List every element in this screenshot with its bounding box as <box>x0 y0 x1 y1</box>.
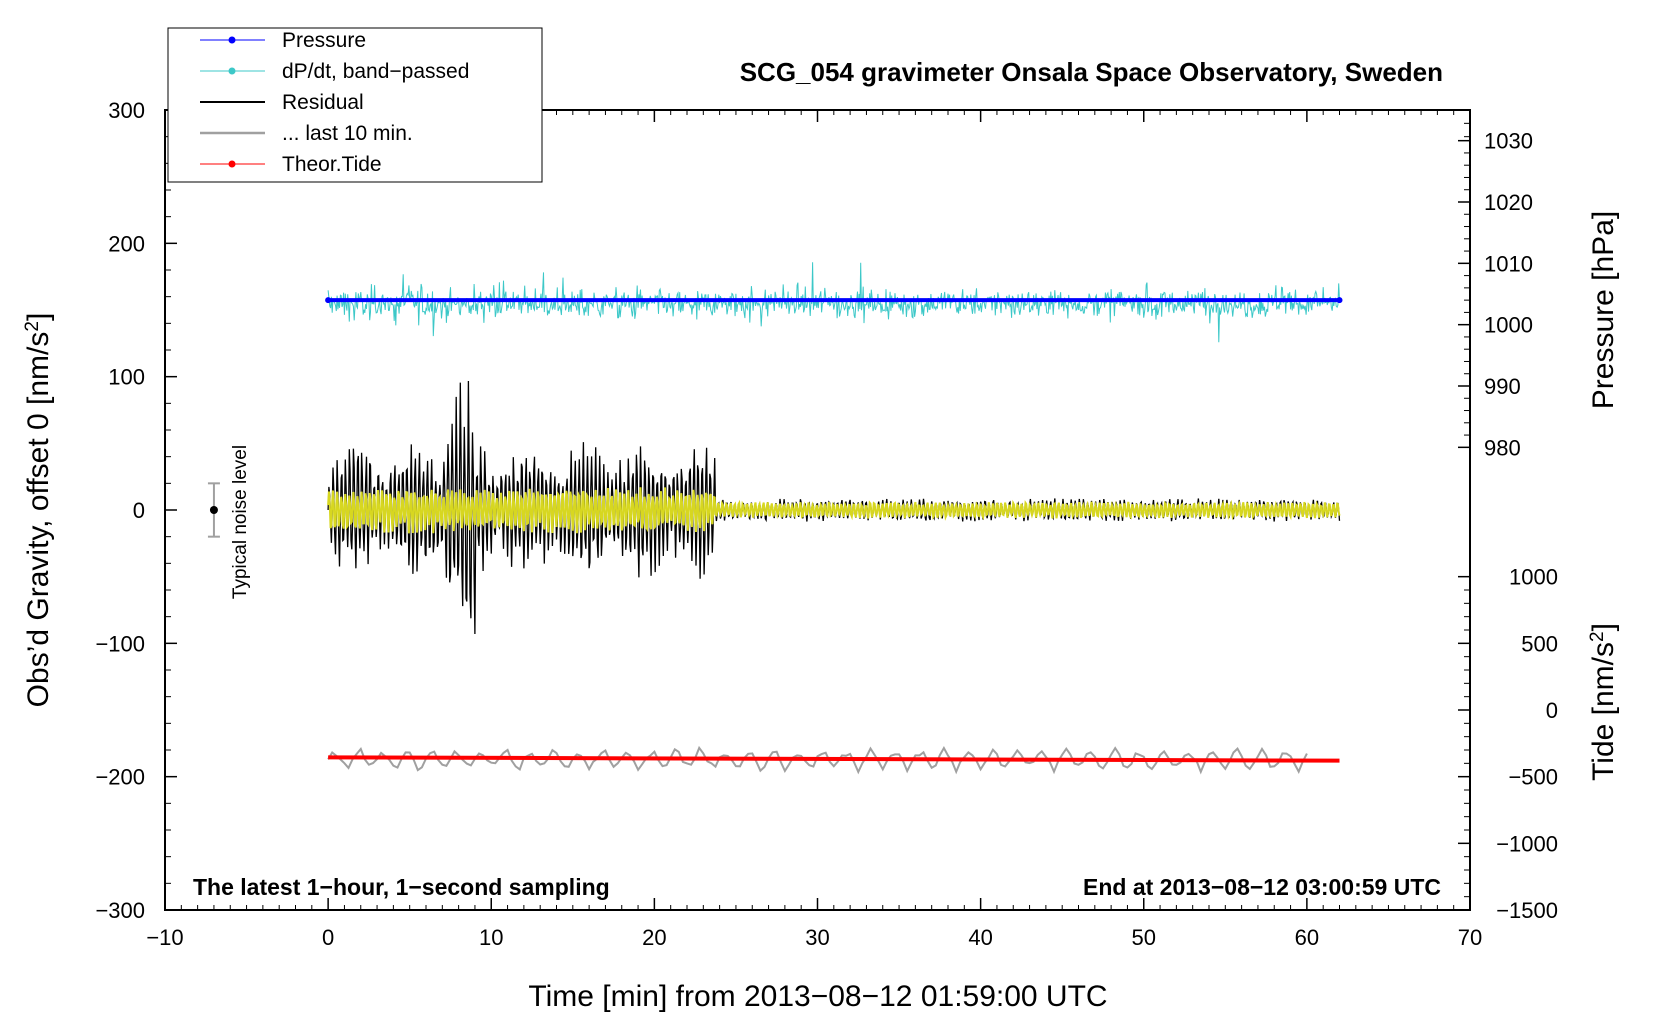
x-tick-label: 0 <box>322 925 334 950</box>
series-last10-line <box>327 745 1308 775</box>
y-tick-label-left: −200 <box>95 765 145 790</box>
pressure-tick-label: 1010 <box>1484 251 1533 276</box>
legend-marker <box>228 160 236 168</box>
residual-overlay-line <box>327 487 1341 534</box>
x-tick-label: 50 <box>1132 925 1156 950</box>
legend-marker <box>228 67 236 75</box>
x-tick-label: 60 <box>1295 925 1319 950</box>
note-sampling: The latest 1−hour, 1−second sampling <box>193 874 610 900</box>
y-axis-title-left: Obs’d Gravity, offset 0 [nm/s2] <box>22 313 56 708</box>
y-tick-label-left: −300 <box>95 898 145 923</box>
noise-label: Typical noise level <box>230 445 251 599</box>
y-tick-label-left: −100 <box>95 631 145 656</box>
noise-dot <box>209 506 218 514</box>
x-tick-label: 40 <box>968 925 992 950</box>
y-tick-label-left: 0 <box>133 498 145 523</box>
y-left-title-close: ] <box>22 313 55 321</box>
noise-level-indicator: Typical noise level <box>207 445 251 599</box>
legend-marker <box>228 36 236 44</box>
y-tick-label-left: 100 <box>108 365 145 390</box>
tide-title-main: Tide [nm/s <box>1587 642 1620 781</box>
x-tick-label: 30 <box>805 925 829 950</box>
pressure-tick-label: 990 <box>1484 374 1521 399</box>
tide-tick-label: 500 <box>1521 631 1558 656</box>
pressure-tick-label: 1000 <box>1484 313 1533 338</box>
legend-label: dP/dt, band−passed <box>282 60 469 83</box>
tide-title-close: ] <box>1587 623 1620 631</box>
y-tick-label-left: 300 <box>108 98 145 123</box>
series-dpdt-line <box>327 262 1340 343</box>
series-pressure-end-point <box>1336 297 1343 304</box>
tide-tick-label: 0 <box>1546 698 1558 723</box>
tide-tick-label: −500 <box>1508 765 1558 790</box>
legend-label: Pressure <box>282 29 366 52</box>
pressure-tick-label: 1030 <box>1484 129 1533 154</box>
series-layer <box>325 262 1343 775</box>
series-tide-line <box>328 755 1340 763</box>
legend-box <box>167 27 543 183</box>
note-end-time: End at 2013−08−12 03:00:59 UTC <box>1083 874 1441 900</box>
y-axis-title-pressure: Pressure [hPa] <box>1587 211 1620 409</box>
series-pressure-start-point <box>325 297 332 304</box>
y-tick-label-left: 200 <box>108 231 145 256</box>
y-left-title-main: Obs’d Gravity, offset 0 [nm/s <box>22 332 55 708</box>
x-tick-label: 10 <box>479 925 503 950</box>
y-left-title-sup: 2 <box>22 321 43 332</box>
pressure-tick-label: 980 <box>1484 435 1521 460</box>
tide-tick-label: 1000 <box>1509 565 1558 590</box>
tide-tick-label: −1500 <box>1496 898 1558 923</box>
legend-label: Theor.Tide <box>282 153 382 176</box>
chart-title: SCG_054 gravimeter Onsala Space Observat… <box>740 57 1443 87</box>
legend-items: Pressure dP/dt, band−passed Residual ... la… <box>200 29 469 176</box>
tide-title-sup: 2 <box>1587 631 1608 642</box>
x-tick-label: 20 <box>642 925 666 950</box>
y-axis-title-tide: Tide [nm/s2] <box>1587 623 1621 781</box>
legend: Pressure dP/dt, band−passed Residual ... la… <box>167 27 543 183</box>
legend-label: ... last 10 min. <box>282 122 413 145</box>
x-tick-label: −10 <box>146 925 183 950</box>
tide-tick-label: −1000 <box>1496 831 1558 856</box>
x-tick-label: 70 <box>1458 925 1482 950</box>
axis-tick-labels: −10 0 10 20 30 40 50 60 703002001000−100−200−300… <box>95 98 1558 950</box>
x-axis-title: Time [min] from 2013−08−12 01:59:00 UTC <box>528 980 1107 1013</box>
pressure-tick-label: 1020 <box>1484 190 1533 215</box>
legend-label: Residual <box>282 91 364 114</box>
